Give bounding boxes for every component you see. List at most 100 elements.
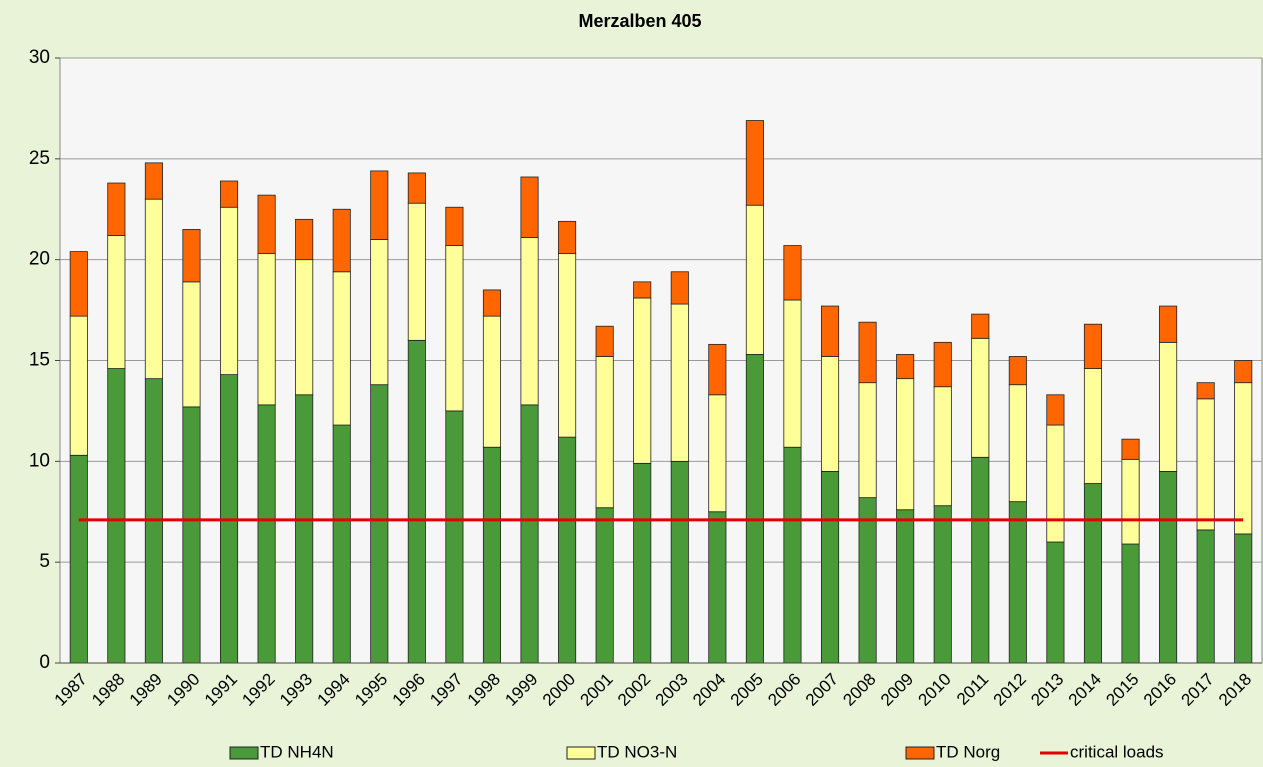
bar [670,303,689,462]
bar [1196,382,1215,400]
bar [708,394,727,513]
bar [1234,360,1253,384]
bar [896,378,915,511]
bar [69,454,88,664]
chart-title: Merzalben 405 [578,11,701,31]
bar [407,202,426,341]
bar [482,289,502,317]
legend-label: TD Norg [936,742,1000,761]
bar [1234,533,1253,664]
bar [858,497,877,664]
bar [595,507,614,664]
bar [1159,305,1178,343]
bar [182,406,201,664]
bar [520,237,539,406]
bar [295,259,314,396]
bar [407,339,426,664]
bar [1083,368,1103,484]
bar [1046,424,1065,543]
bar [482,315,502,448]
bar [144,198,163,380]
bar [1008,356,1027,386]
bar [708,343,727,396]
bar [633,297,652,464]
bar [745,204,764,355]
bar [445,410,464,664]
bar [257,404,276,664]
bar [1046,541,1065,664]
y-tick-label: 10 [29,450,50,471]
bar [670,460,689,664]
bar [971,456,990,664]
bar [182,229,201,283]
bar [896,509,915,664]
bar [219,180,239,208]
y-tick-label: 5 [39,551,50,572]
legend-swatch [905,746,935,760]
bar [783,446,802,664]
bar [1121,543,1140,664]
y-tick-label: 0 [39,652,50,673]
bar [332,271,351,426]
bar [107,368,126,664]
bar [783,299,802,448]
bar [820,305,840,357]
legend-label: TD NO3-N [597,742,677,761]
bar [858,321,877,384]
bar [295,218,314,261]
bar [295,394,314,664]
bar [670,271,689,305]
bar [745,354,764,664]
bar [708,511,727,664]
bar [332,424,351,664]
bar [558,220,577,255]
bar [257,194,276,255]
bar [558,436,577,664]
y-tick-label: 20 [29,249,50,270]
bar [1159,341,1178,472]
bar [1196,529,1215,664]
legend-label: TD NH4N [260,742,334,761]
bar [407,172,426,204]
bar [482,446,502,664]
bar [69,251,88,317]
y-tick-label: 25 [29,148,50,169]
bar [1234,382,1253,535]
bar [1121,458,1140,545]
legend-swatch [229,746,259,760]
y-tick-label: 30 [29,47,50,68]
bar [783,245,802,301]
bar [445,245,464,412]
bar [558,253,577,438]
bar [1046,394,1065,426]
bar [595,325,614,357]
bar [1008,501,1027,664]
bar [370,239,389,386]
bar [332,208,351,273]
bar [370,384,389,664]
bar [820,356,840,472]
bar [858,382,877,499]
bar [933,505,952,664]
bar [971,313,990,339]
bar [107,235,126,369]
bar [933,386,952,507]
bar [219,206,239,376]
bar [1083,483,1103,664]
bar [633,462,652,664]
bar [1083,323,1103,369]
bar [745,120,764,206]
bar [144,162,163,200]
bar [820,471,840,664]
bar [595,356,614,509]
legend-swatch [566,746,596,760]
bar [1159,471,1178,664]
bar [1008,384,1027,503]
bar [107,182,126,236]
legend-label: critical loads [1070,742,1164,761]
bar [69,315,88,456]
bar [520,176,539,238]
bar [257,253,276,406]
y-tick-label: 15 [29,350,50,371]
